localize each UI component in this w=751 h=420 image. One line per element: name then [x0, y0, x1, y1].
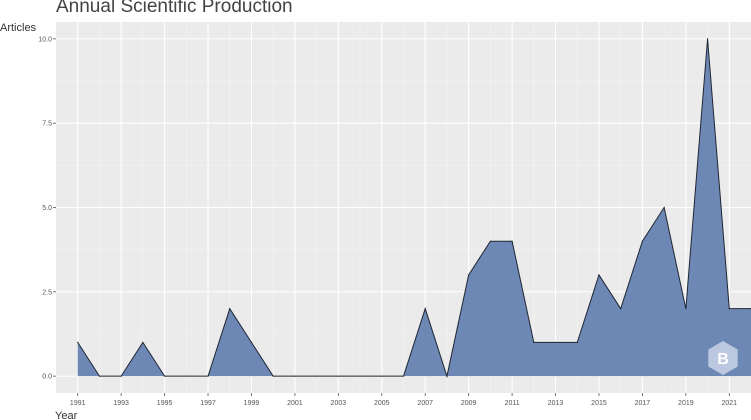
bibliometrix-logo-icon: B	[708, 341, 738, 375]
x-axis-label: Year	[55, 410, 78, 420]
data-point-1997	[207, 375, 209, 377]
data-point-1992	[98, 375, 101, 377]
x-tick-label: 2013	[548, 400, 564, 407]
data-point-2004	[359, 375, 361, 377]
data-point-1995	[163, 375, 166, 377]
data-point-2017	[641, 240, 644, 242]
data-point-2018	[663, 206, 665, 209]
data-point-1994	[142, 341, 144, 344]
data-point-2016	[620, 308, 622, 310]
y-tick-label: 10.0	[38, 36, 52, 43]
data-point-2010	[489, 240, 491, 242]
x-tick-label: 2021	[721, 400, 737, 407]
data-points	[77, 38, 751, 377]
data-point-1991	[77, 341, 79, 344]
data-point-2015	[598, 274, 600, 276]
data-point-2013	[554, 341, 557, 344]
x-tick-label: 2003	[331, 400, 347, 407]
data-point-1998	[229, 308, 231, 310]
data-point-2012	[533, 341, 535, 344]
area-outline	[77, 38, 751, 379]
data-point-2005	[381, 375, 383, 377]
y-tick-label: 0.0	[42, 374, 52, 381]
svg-text:B: B	[717, 351, 729, 368]
y-tick-label: 7.5	[42, 121, 52, 128]
data-point-2019	[685, 308, 687, 310]
data-point-2006	[402, 375, 405, 377]
data-point-2009	[468, 274, 470, 276]
data-point-2011	[511, 240, 513, 242]
data-point-2001	[294, 375, 296, 377]
x-tick-label: 1991	[70, 400, 86, 407]
chart-title: Annual Scientific Production	[56, 0, 293, 17]
data-point-2000	[272, 375, 274, 377]
data-point-2008	[446, 375, 448, 377]
x-axis-ticks: 1991 1993 1995 1997 1999 2001 2003 2005 2007 2009…	[70, 393, 737, 407]
y-axis-label: Articles	[0, 22, 37, 34]
data-point-2021	[728, 308, 730, 310]
data-point-2014	[576, 341, 578, 344]
data-point-1999	[250, 341, 253, 344]
y-axis-ticks: 0.0 2.5 5.0 7.5 10.0	[38, 36, 56, 381]
area-series	[77, 38, 751, 377]
x-tick-label: 2015	[591, 400, 607, 407]
x-tick-label: 2005	[374, 400, 390, 407]
data-point-1993	[120, 375, 122, 377]
x-tick-label: 2009	[461, 400, 477, 407]
y-tick-label: 5.0	[42, 205, 52, 212]
x-tick-label: 2019	[678, 400, 694, 407]
x-tick-label: 1997	[200, 400, 216, 407]
x-tick-label: 2017	[635, 400, 651, 407]
data-point-2020	[706, 38, 709, 40]
data-point-2003	[337, 375, 339, 377]
x-tick-label: 1995	[157, 400, 173, 407]
data-point-2007	[424, 308, 426, 310]
data-point-2002	[316, 375, 318, 377]
x-tick-label: 2011	[505, 400, 520, 407]
data-point-1996	[185, 375, 187, 377]
x-tick-label: 1999	[244, 400, 260, 407]
x-tick-label: 2001	[287, 400, 303, 407]
y-tick-label: 2.5	[42, 289, 52, 296]
x-tick-label: 2007	[417, 400, 433, 407]
x-tick-label: 1993	[113, 400, 129, 407]
